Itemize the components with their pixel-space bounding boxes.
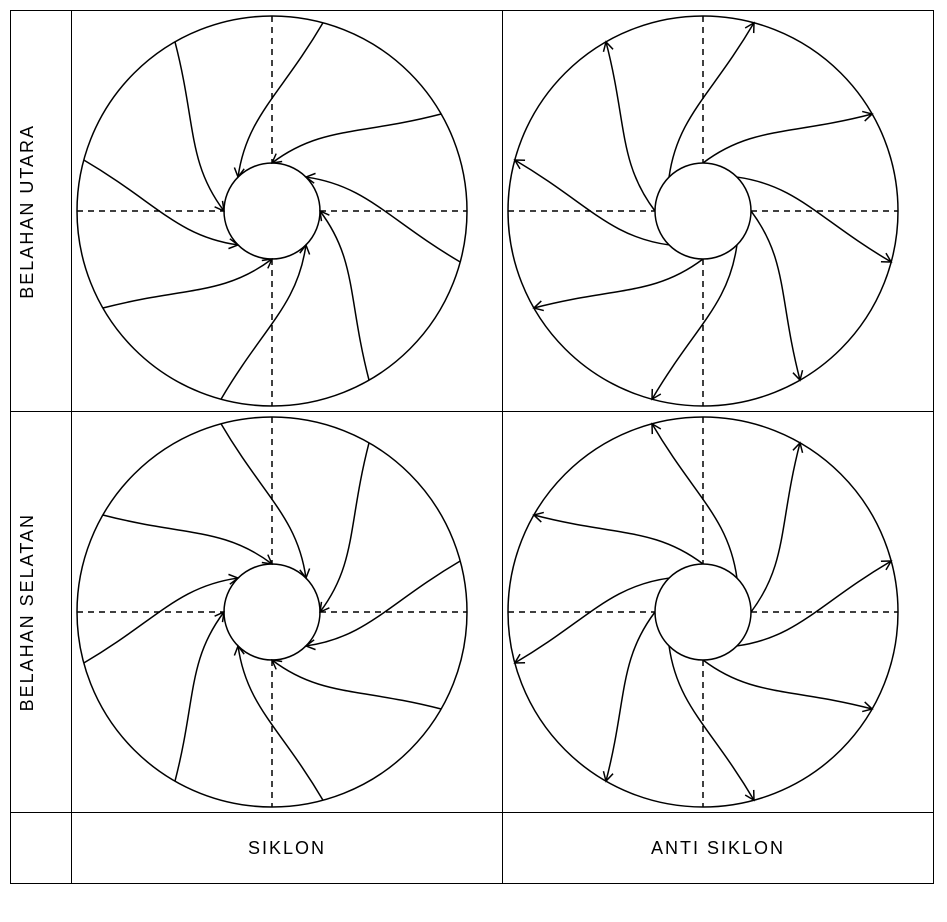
row-label-south-text: BELAHAN SELATAN (11, 505, 44, 719)
col-label-antisiklon: ANTI SIKLON (503, 813, 934, 884)
diagram-sh-anticyclone (503, 412, 903, 812)
col-label-antisiklon-text: ANTI SIKLON (503, 818, 933, 879)
col-label-siklon: SIKLON (72, 813, 503, 884)
row-label-south: BELAHAN SELATAN (11, 412, 72, 813)
diagram-sh-cyclone (72, 412, 472, 812)
row-label-north-text: BELAHAN UTARA (11, 116, 44, 307)
diagram-nh-cyclone (72, 11, 472, 411)
cell-nh-anticyclone (503, 11, 934, 412)
cyclone-grid: BELAHAN UTARA BELAHAN SELATAN SIKLON ANT… (10, 10, 934, 884)
diagram-nh-anticyclone (503, 11, 903, 411)
cell-sh-cyclone (72, 412, 503, 813)
corner-cell (11, 813, 72, 884)
cell-sh-anticyclone (503, 412, 934, 813)
row-label-north: BELAHAN UTARA (11, 11, 72, 412)
col-label-siklon-text: SIKLON (72, 818, 502, 879)
cell-nh-cyclone (72, 11, 503, 412)
